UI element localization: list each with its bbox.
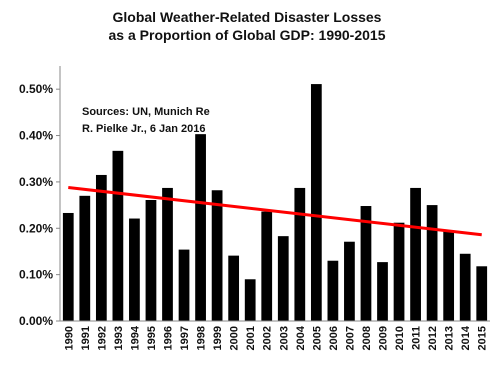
bar-2009 (377, 262, 388, 321)
x-tick-label: 2011 (411, 326, 423, 350)
x-tick-label: 1998 (196, 326, 208, 350)
x-tick-label: 2008 (361, 326, 373, 350)
y-tick-label: 0.00% (19, 314, 53, 328)
x-tick-label: 1991 (80, 326, 92, 350)
bar-1991 (79, 195, 91, 321)
bar-1999 (211, 190, 223, 321)
bar-1990 (62, 212, 74, 321)
y-tick-label: 0.50% (19, 82, 53, 96)
y-axis-ticks: 0.00% 0.10% 0.20% 0.30% 0.40% 0.50% (19, 82, 60, 328)
annotation-sources: Sources: UN, Munich Re (82, 106, 210, 118)
bar-2002 (261, 211, 273, 321)
x-tick-label: 1999 (212, 326, 224, 350)
annotation-author: R. Pielke Jr., 6 Jan 2016 (82, 123, 206, 135)
bar-2004 (294, 187, 306, 321)
bar-2010 (393, 222, 405, 321)
bar-2000 (228, 255, 240, 321)
bar-2003 (277, 236, 289, 321)
bar-1998 (195, 134, 206, 321)
x-tick-label: 2009 (378, 326, 390, 350)
x-tick-label: 2006 (328, 326, 340, 350)
bar-2008 (360, 206, 372, 321)
y-tick-label: 0.20% (19, 221, 53, 235)
chart-title: Global Weather-Related Disaster Losses a… (0, 8, 494, 44)
x-tick-label: 1995 (146, 326, 158, 350)
y-tick-label: 0.10% (19, 268, 53, 282)
x-tick-label: 2010 (394, 326, 406, 350)
bar-1992 (95, 174, 107, 321)
x-tick-label: 2002 (262, 326, 274, 350)
x-tick-label: 1993 (113, 326, 125, 350)
x-tick-label: 1997 (179, 326, 191, 350)
x-tick-label: 2013 (444, 326, 456, 350)
bar-1996 (162, 187, 173, 321)
bar-2006 (327, 260, 339, 321)
x-tick-label: 2007 (344, 326, 356, 350)
bar-1993 (112, 150, 124, 321)
x-tick-label: 1996 (163, 326, 175, 350)
bar-2015 (476, 266, 488, 321)
bars-group (62, 84, 488, 321)
bar-2007 (344, 241, 355, 321)
y-tick-label: 0.40% (19, 129, 53, 143)
x-tick-label: 1990 (63, 326, 75, 350)
chart-title-line-1: Global Weather-Related Disaster Losses (112, 9, 382, 25)
y-tick-label: 0.30% (19, 175, 53, 189)
bar-1997 (178, 249, 190, 321)
x-tick-label: 2001 (245, 326, 257, 350)
bar-2005 (310, 84, 322, 321)
x-tick-label: 2015 (477, 326, 489, 350)
bar-2011 (410, 187, 421, 321)
x-tick-label: 2004 (295, 325, 307, 350)
x-axis-ticks: 1990 1991 1992 1993 1994 1995 1996 1997 1998 1999… (63, 325, 488, 350)
x-tick-label: 1992 (96, 326, 108, 350)
bar-2014 (459, 253, 471, 321)
x-tick-label: 2000 (229, 326, 241, 350)
chart-title-line-2: as a Proportion of Global GDP: 1990-2015 (108, 27, 386, 43)
bar-2001 (244, 279, 256, 321)
bar-1995 (145, 199, 157, 321)
x-tick-label: 2012 (427, 326, 439, 350)
x-tick-label: 2014 (460, 325, 472, 350)
x-tick-label: 1994 (129, 325, 141, 350)
trend-line (68, 185, 482, 237)
bar-2013 (443, 230, 455, 321)
x-tick-label: 2003 (278, 326, 290, 350)
bar-1994 (129, 218, 140, 321)
x-tick-label: 2005 (311, 326, 323, 350)
bar-2012 (426, 205, 438, 321)
